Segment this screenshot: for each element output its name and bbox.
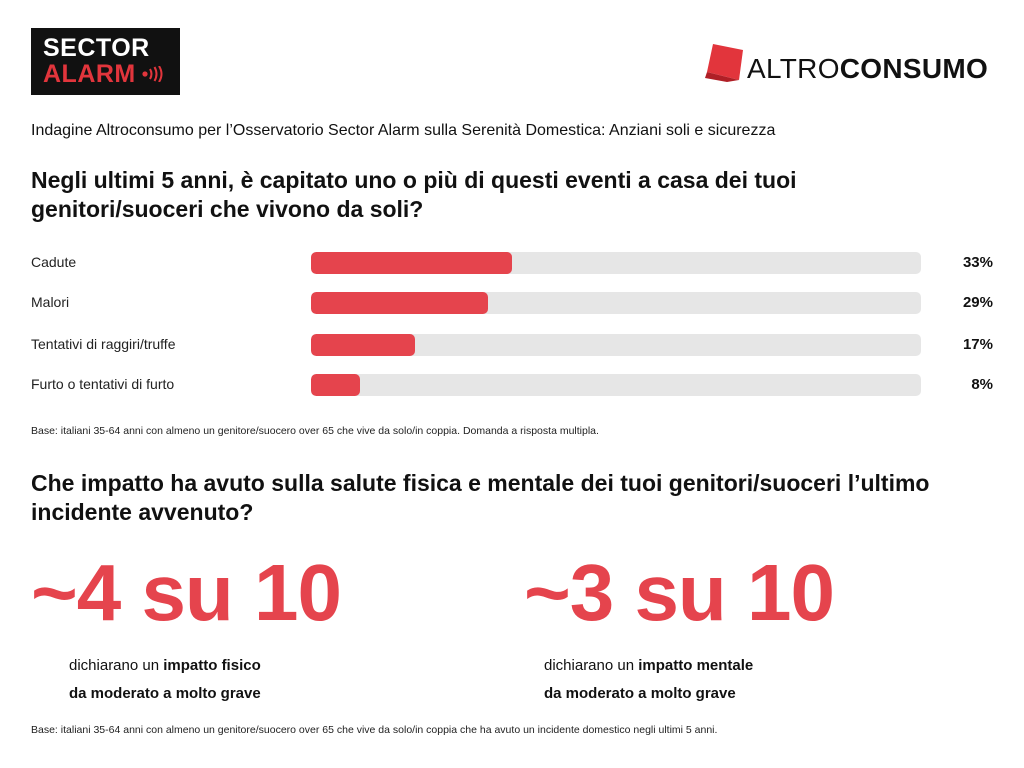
bar-track: [311, 292, 921, 314]
question-1-heading: Negli ultimi 5 anni, è capitato uno o pi…: [31, 167, 797, 222]
red-folded-square-icon: [705, 44, 743, 82]
bar-value-label: 8%: [971, 376, 993, 393]
mental-impact-stat: ~3 su 10: [524, 548, 835, 637]
question-2-heading: Che impatto ha avuto sulla salute fisica…: [31, 470, 930, 525]
bar-track: [311, 334, 921, 356]
bar: [311, 334, 415, 356]
sector-alarm-logo: SECTOR ALARM: [31, 28, 180, 95]
physical-impact-stat: ~4 su 10: [31, 548, 342, 637]
altroconsumo-wordmark-light: ALTRO: [747, 53, 840, 84]
bar: [311, 252, 513, 274]
bar-value-label: 17%: [962, 336, 993, 353]
physical-impact-emphasis: impatto fisico: [163, 657, 261, 674]
altroconsumo-wordmark: ALTROCONSUMO: [747, 54, 988, 84]
base-note-2: Base: italiani 35-64 anni con almeno un …: [31, 724, 718, 736]
bar-label: Malori: [31, 294, 70, 310]
altroconsumo-wordmark-bold: CONSUMO: [839, 53, 989, 84]
bar-track: [311, 252, 921, 274]
bar-value-label: 29%: [962, 294, 993, 311]
mental-impact-prefix: dichiarano un: [544, 657, 639, 674]
bar-label: Cadute: [31, 254, 77, 270]
mental-impact-emphasis: impatto mentale: [638, 657, 754, 674]
base-note-1: Base: italiani 35-64 anni con almeno un …: [31, 425, 599, 437]
bar: [311, 292, 488, 314]
survey-subtitle: Indagine Altroconsumo per l’Osservatorio…: [31, 122, 776, 139]
physical-impact-description: dichiarano un impatto fisico da moderato…: [69, 652, 261, 708]
physical-impact-prefix: dichiarano un: [69, 657, 164, 674]
mental-impact-description: dichiarano un impatto mentale da moderat…: [544, 652, 753, 708]
sector-alarm-logo-line1: SECTOR: [43, 34, 150, 62]
bar-track: [311, 374, 921, 396]
bar-value-label: 33%: [962, 254, 993, 271]
bar: [311, 374, 360, 396]
bar-label: Tentativi di raggiri/truffe: [31, 336, 176, 352]
physical-impact-severity: da moderato a molto grave: [69, 685, 261, 702]
mental-impact-severity: da moderato a molto grave: [544, 685, 736, 702]
altroconsumo-logo: ALTROCONSUMO: [703, 42, 995, 84]
bar-label: Furto o tentativi di furto: [31, 376, 175, 392]
sector-alarm-logo-line2: ALARM: [43, 60, 136, 88]
signal-waves-icon: [142, 65, 166, 87]
